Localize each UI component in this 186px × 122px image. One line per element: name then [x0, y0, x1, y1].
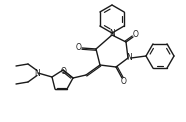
- Text: N: N: [34, 68, 40, 77]
- Text: O: O: [133, 30, 139, 39]
- Text: O: O: [76, 43, 81, 52]
- Text: O: O: [121, 77, 127, 86]
- Text: N: N: [127, 54, 132, 62]
- Text: O: O: [61, 66, 67, 76]
- Text: N: N: [109, 29, 115, 38]
